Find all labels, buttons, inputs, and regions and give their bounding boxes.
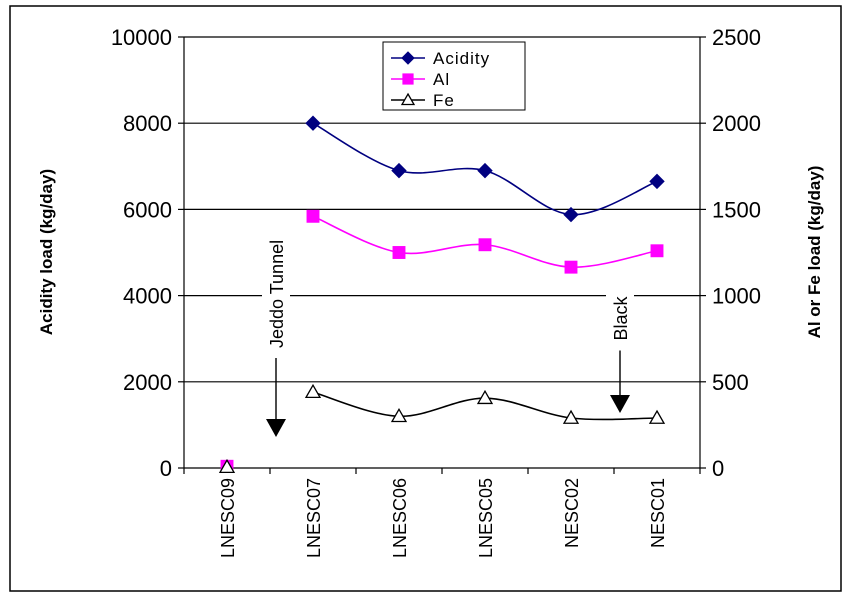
legend-marker [401,51,415,65]
data-point [391,162,407,179]
annotation-backgrounds [262,214,634,354]
left-tick-label: 0 [160,456,172,481]
right-tick-label: 1500 [712,197,761,222]
x-tick-label: NESC01 [648,478,668,548]
annotation-layer: Jeddo Tunnel Black [266,240,631,437]
annotation: Black [610,295,631,413]
legend-marker [402,73,414,85]
series-fe [218,383,666,474]
legend-marker [400,92,416,106]
legend-label: Acidity [433,49,490,68]
annotation-label: Jeddo Tunnel [267,240,287,348]
annotation-gap [262,214,290,354]
data-point [306,209,320,223]
annotation-gap [606,280,634,347]
data-point [218,458,236,474]
data-point [476,389,494,405]
left-tick-label: 8000 [123,111,172,136]
x-tick-labels: LNESC09 LNESC07 LNESC06 LNESC05 NESC02 NESC01 [183,468,701,558]
x-tick-label: NESC02 [562,478,582,548]
legend-label: Al [433,70,450,89]
x-tick-label: LNESC06 [390,478,410,558]
right-tick-label: 1000 [712,284,761,309]
right-tick-label: 2000 [712,111,761,136]
left-tick-label: 2000 [123,370,172,395]
legend-item-fe: Fe [391,91,455,110]
data-point [563,206,579,223]
data-point [477,162,493,179]
data-point [562,409,580,424]
data-point [478,238,492,252]
right-axis-title: Al or Fe load (kg/day) [805,166,824,339]
data-point [649,173,665,190]
legend: Acidity Al Fe [382,41,526,111]
right-tick-label: 0 [712,456,724,481]
series-acidity [305,115,665,223]
x-tick-label: LNESC07 [304,478,324,558]
data-point [564,260,578,274]
data-point [650,244,664,258]
legend-item-al: Al [391,70,450,89]
series-layer [218,115,666,474]
left-tick-label: 6000 [123,197,172,222]
data-point [392,246,406,259]
x-tick-label: LNESC09 [218,478,238,558]
right-tick-label: 500 [712,370,749,395]
right-tick-labels: 0 500 1000 1500 2000 2500 [700,25,761,481]
data-point [304,383,322,399]
right-tick-label: 2500 [712,25,761,50]
annotation-arrow-head [610,395,630,413]
legend-item-acidity: Acidity [391,49,490,68]
annotation-arrow-head [266,419,286,437]
annotation: Jeddo Tunnel [266,240,287,437]
left-tick-labels: 0 2000 4000 6000 8000 10000 [111,25,184,481]
left-tick-label: 4000 [123,284,172,309]
data-point [648,409,666,424]
legend-label: Fe [433,91,455,110]
data-point [390,407,408,423]
left-tick-label: 10000 [111,25,172,50]
data-point [305,115,321,131]
annotation-label: Black [611,295,631,340]
left-axis-title: Acidity load (kg/day) [37,169,56,335]
x-tick-label: LNESC05 [476,478,496,558]
